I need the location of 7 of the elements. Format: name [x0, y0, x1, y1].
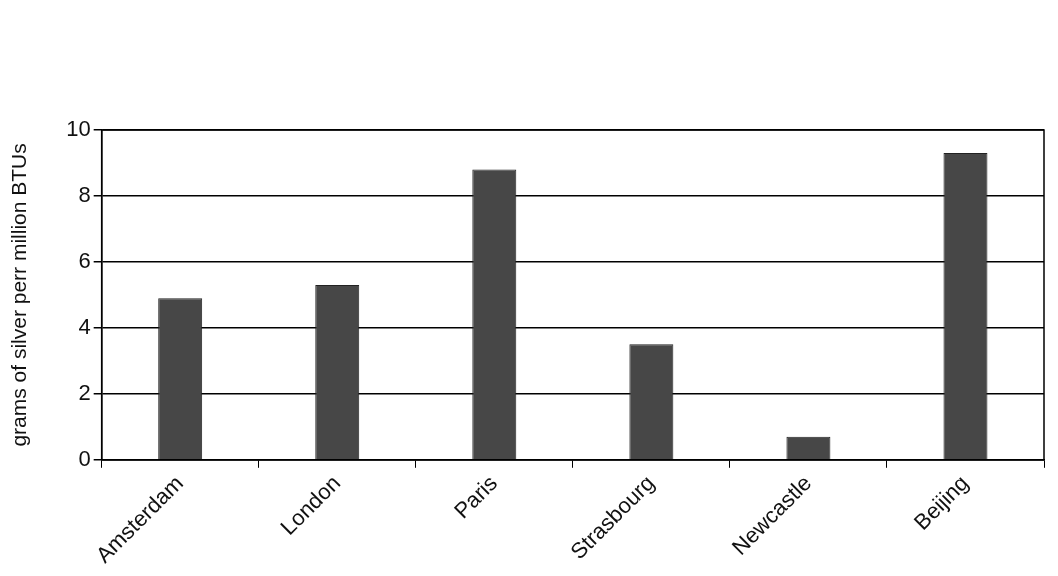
y-tick-label: 6 — [78, 247, 91, 273]
y-tick-label: 10 — [66, 116, 91, 142]
y-tick-label: 2 — [78, 379, 91, 405]
y-tick-label: 0 — [78, 445, 91, 471]
y-axis-title: grams of silver perr million BTUs — [7, 143, 31, 447]
y-tick-label: 8 — [78, 182, 91, 208]
y-tick-label: 4 — [78, 313, 91, 339]
